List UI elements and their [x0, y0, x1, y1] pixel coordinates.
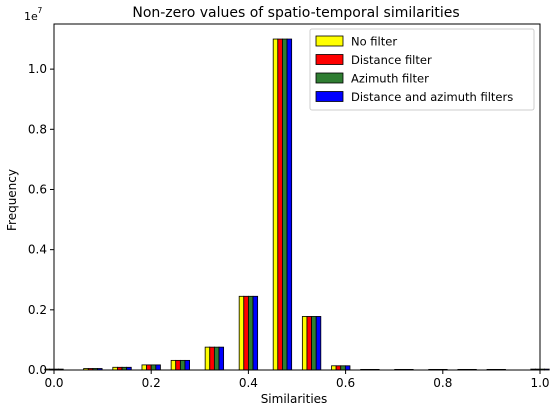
bar-distance-and-azimuth-filters-bin-4 [184, 359, 190, 371]
bar-distance-filter-bin-7 [277, 38, 283, 371]
bar-distance-filter-bin-8 [306, 316, 312, 371]
bar-distance-filter-bin-4 [175, 359, 181, 371]
bar-distance-filter-bin-5 [209, 346, 215, 371]
chart-title: Non-zero values of spatio-temporal simil… [132, 5, 459, 21]
bar-distance-and-azimuth-filters-bin-6 [252, 295, 259, 371]
y-axis-offset-exponent: 7 [38, 6, 43, 15]
bar-azimuth-filter-bin-6 [247, 295, 254, 371]
bar-no-filter-bin-3 [141, 364, 147, 371]
bar-azimuth-filter-bin-4 [179, 359, 186, 371]
bar-no-filter-bin-5 [204, 346, 211, 371]
y-tick-label: 0.2 [28, 303, 47, 317]
legend-frame [309, 28, 535, 111]
bar-distance-filter-bin-6 [243, 295, 249, 371]
x-tick-label: 0.4 [239, 376, 258, 390]
bar-azimuth-filter-bin-3 [150, 364, 157, 371]
bar-azimuth-filter-bin-7 [282, 38, 288, 371]
legend-swatch-distance-and-azimuth-filters [315, 91, 344, 102]
legend-swatch-azimuth-filter [315, 72, 344, 84]
x-tick-label: 1.0 [530, 376, 549, 390]
y-tick-label: 0.8 [28, 122, 47, 136]
bars-layer [44, 38, 550, 371]
legend-label-azimuth-filter: Azimuth filter [351, 72, 429, 86]
bar-distance-filter-bin-3 [146, 364, 152, 371]
legend-label-distance-and-azimuth-filters: Distance and azimuth filters [351, 90, 513, 104]
bar-no-filter-bin-6 [238, 295, 245, 371]
ticks-layer: 0.0 0.2 0.4 0.6 0.8 1.0 0.0 0.2 0.4 0.6 0.8 1.0 [28, 62, 550, 390]
bar-distance-and-azimuth-filters-bin-8 [315, 316, 322, 371]
y-tick-label: 0.6 [28, 182, 47, 196]
bar-no-filter-bin-7 [272, 38, 279, 371]
plot-frame [53, 23, 541, 371]
legend-label-distance-filter: Distance filter [351, 53, 432, 67]
y-tick-label: 0.4 [28, 243, 47, 257]
x-tick-label: 0.8 [433, 376, 452, 390]
legend-swatch-no-filter [315, 35, 344, 47]
y-tick-label: 1.0 [28, 62, 47, 76]
y-axis-offset-base: 1e [24, 10, 38, 23]
bar-azimuth-filter-bin-5 [213, 346, 220, 371]
legend-label-no-filter: No filter [351, 35, 397, 49]
bar-distance-and-azimuth-filters-bin-3 [155, 364, 161, 371]
bar-azimuth-filter-bin-15 [539, 368, 546, 371]
legend: No filter Distance filter Azimuth filter Di… [309, 28, 535, 111]
bar-no-filter-bin-8 [301, 316, 308, 371]
x-axis-label: Similarities [261, 392, 328, 406]
bar-no-filter-bin-9 [331, 365, 337, 371]
x-tick-label: 0.0 [44, 376, 63, 390]
bar-distance-and-azimuth-filters-bin-7 [286, 38, 293, 371]
bar-azimuth-filter-bin-8 [311, 316, 317, 371]
y-tick-label: 0.0 [28, 363, 47, 377]
bar-distance-and-azimuth-filters-bin-9 [344, 365, 351, 371]
x-tick-label: 0.2 [142, 376, 161, 390]
bar-azimuth-filter-bin-9 [340, 365, 346, 371]
bar-distance-filter-bin-9 [335, 365, 342, 371]
bar-distance-and-azimuth-filters-bin-5 [218, 346, 225, 371]
y-axis-offset-label: 1e 7 [24, 6, 43, 23]
legend-swatch-distance-filter [315, 54, 344, 65]
y-axis-label: Frequency [5, 169, 19, 231]
x-tick-label: 0.6 [336, 376, 355, 390]
bar-no-filter-bin-4 [170, 359, 177, 371]
bar-distance-and-azimuth-filters-bin-15 [544, 368, 550, 371]
axes-layer [53, 23, 541, 371]
